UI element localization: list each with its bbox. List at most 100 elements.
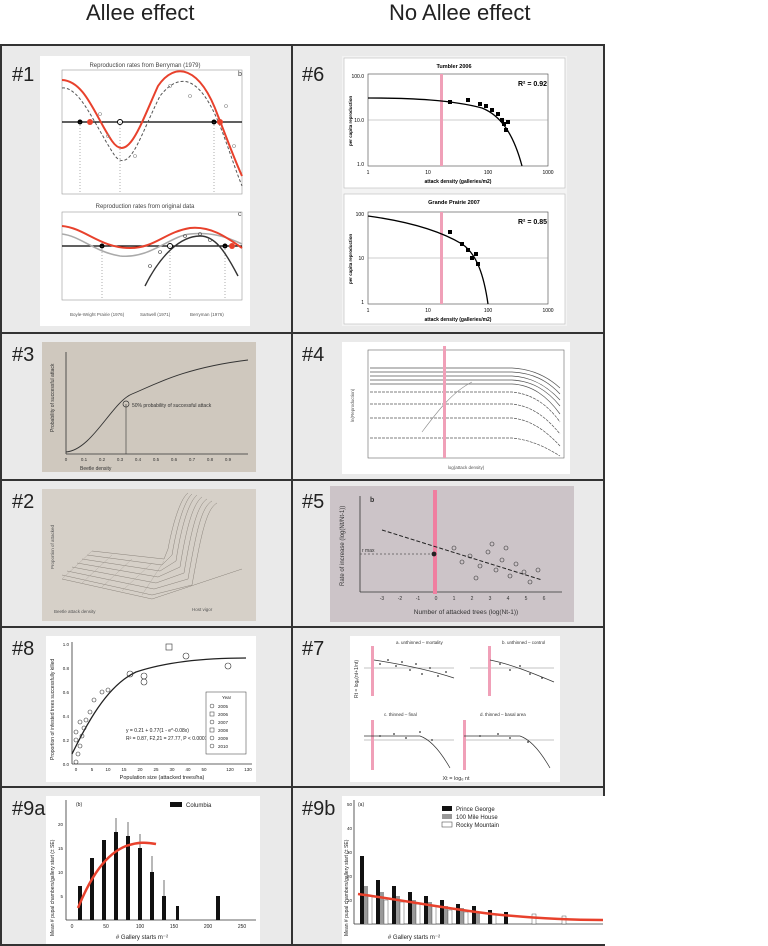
svg-text:200: 200 bbox=[204, 924, 213, 930]
cell-label-1: #1 bbox=[12, 64, 35, 86]
svg-text:15: 15 bbox=[58, 846, 64, 851]
svg-text:10: 10 bbox=[58, 870, 64, 875]
figure-9a: (b) Columbia 20 15 10 5 bbox=[46, 796, 260, 944]
figure-4: ln(Reproduction) log(attack density) bbox=[342, 342, 570, 474]
figure-8: y = 0.21 + 0.77(1 - e^-0.08x) R² = 0.87,… bbox=[46, 636, 256, 782]
svg-text:3: 3 bbox=[489, 596, 492, 602]
svg-text:log(attack density): log(attack density) bbox=[448, 465, 485, 470]
svg-text:c. thinned – final: c. thinned – final bbox=[384, 712, 417, 717]
svg-text:1000: 1000 bbox=[542, 308, 553, 314]
svg-text:attack density (galleries/m2): attack density (galleries/m2) bbox=[425, 317, 492, 323]
svg-text:0.5: 0.5 bbox=[153, 457, 160, 462]
svg-text:10: 10 bbox=[425, 308, 431, 314]
fig1-title-c: Reproduction rates from original data bbox=[96, 204, 195, 210]
svg-text:Beetle attack density: Beetle attack density bbox=[54, 609, 96, 614]
svg-text:-2: -2 bbox=[398, 596, 403, 602]
cell-label-9a: #9a bbox=[12, 798, 46, 820]
svg-text:Mean # pupal chambers/gallery: Mean # pupal chambers/gallery start (± S… bbox=[50, 839, 56, 936]
svg-text:40: 40 bbox=[347, 826, 353, 831]
svg-text:R² = 0.85: R² = 0.85 bbox=[518, 219, 547, 226]
svg-text:1: 1 bbox=[453, 596, 456, 602]
svg-text:per capita reproduction: per capita reproduction bbox=[348, 95, 353, 146]
cell-label-4: #4 bbox=[302, 344, 325, 366]
svg-text:Sartwell (1971): Sartwell (1971) bbox=[140, 312, 171, 317]
svg-text:2008: 2008 bbox=[218, 728, 229, 733]
svg-text:# Gallery starts m⁻²: # Gallery starts m⁻² bbox=[388, 935, 440, 941]
svg-text:Berryman (1976): Berryman (1976) bbox=[190, 312, 224, 317]
svg-text:attack density (galleries/m2): attack density (galleries/m2) bbox=[425, 179, 492, 185]
svg-text:6: 6 bbox=[543, 596, 546, 602]
svg-text:c: c bbox=[238, 211, 242, 218]
cell-label-2: #2 bbox=[12, 491, 35, 513]
cell-label-8: #8 bbox=[12, 638, 35, 660]
svg-text:2005: 2005 bbox=[218, 704, 229, 709]
svg-text:Tumbler 2006: Tumbler 2006 bbox=[436, 64, 471, 70]
figure-6: Tumbler 2006 R² = 0.92 100.0 10.0 1.0 1 … bbox=[342, 56, 567, 326]
svg-text:0.2: 0.2 bbox=[99, 457, 106, 462]
svg-text:15: 15 bbox=[121, 767, 127, 772]
svg-text:4: 4 bbox=[507, 596, 510, 602]
svg-text:(b): (b) bbox=[76, 802, 82, 808]
svg-text:150: 150 bbox=[170, 924, 179, 930]
svg-text:1: 1 bbox=[367, 170, 370, 176]
svg-text:100: 100 bbox=[136, 924, 145, 930]
svg-text:Year: Year bbox=[222, 695, 232, 700]
figure-1: Reproduction rates from Berryman (1979) … bbox=[40, 56, 250, 326]
svg-text:Boyle-Wright Prairie (1976): Boyle-Wright Prairie (1976) bbox=[70, 312, 125, 317]
svg-text:R² = 0.92: R² = 0.92 bbox=[518, 81, 547, 88]
svg-text:0: 0 bbox=[65, 457, 68, 462]
svg-text:20: 20 bbox=[58, 822, 64, 827]
svg-text:ln(Reproduction): ln(Reproduction) bbox=[350, 388, 355, 422]
svg-text:20: 20 bbox=[347, 874, 353, 879]
header-no-allee: No Allee effect bbox=[389, 0, 531, 25]
svg-text:30: 30 bbox=[169, 767, 175, 772]
svg-text:0.4: 0.4 bbox=[135, 457, 142, 462]
svg-text:# Gallery starts m⁻²: # Gallery starts m⁻² bbox=[116, 935, 168, 941]
svg-text:20: 20 bbox=[137, 767, 143, 772]
svg-text:10.0: 10.0 bbox=[354, 118, 364, 124]
cell-label-6: #6 bbox=[302, 64, 325, 86]
svg-text:0.8: 0.8 bbox=[207, 457, 214, 462]
figure-2: Proportion of attacked Beetle attack den… bbox=[42, 489, 256, 621]
svg-text:Number of attacked trees (log(: Number of attacked trees (log(Nt-1)) bbox=[414, 609, 518, 616]
svg-text:2009: 2009 bbox=[218, 736, 229, 741]
svg-text:50: 50 bbox=[347, 802, 353, 807]
svg-text:5: 5 bbox=[60, 894, 63, 899]
svg-text:1: 1 bbox=[367, 308, 370, 314]
svg-text:Proportion of attacked: Proportion of attacked bbox=[50, 524, 55, 569]
figure-3: 50% probability of successful attack Pro… bbox=[42, 342, 256, 472]
figure-grid: #1 #6 #3 #4 #2 #5 #8 #7 #9a #9b Reproduc… bbox=[0, 44, 605, 946]
svg-text:Proportion of infested trees s: Proportion of infested trees successfull… bbox=[50, 659, 56, 760]
svg-text:30: 30 bbox=[347, 850, 353, 855]
svg-text:a. unthinned – mortality: a. unthinned – mortality bbox=[396, 640, 444, 645]
svg-text:1: 1 bbox=[361, 300, 364, 306]
cell-label-9b: #9b bbox=[302, 798, 336, 820]
svg-text:100: 100 bbox=[484, 308, 493, 314]
svg-text:100: 100 bbox=[356, 212, 365, 218]
svg-text:2007: 2007 bbox=[218, 720, 229, 725]
svg-text:d. thinned – basal area: d. thinned – basal area bbox=[480, 712, 526, 717]
svg-text:10: 10 bbox=[358, 256, 364, 262]
svg-text:50% probability of successful: 50% probability of successful attack bbox=[132, 403, 212, 409]
svg-text:25: 25 bbox=[153, 767, 159, 772]
svg-text:130: 130 bbox=[244, 767, 252, 772]
fig1-title-b: Reproduction rates from Berryman (1979) bbox=[89, 63, 200, 69]
svg-text:0.0: 0.0 bbox=[63, 762, 70, 767]
svg-text:100.0: 100.0 bbox=[351, 74, 364, 80]
svg-text:0.2: 0.2 bbox=[63, 738, 70, 743]
svg-text:0.7: 0.7 bbox=[189, 457, 196, 462]
svg-text:Probability of successful atta: Probability of successful attack bbox=[50, 363, 56, 432]
svg-text:50: 50 bbox=[201, 767, 207, 772]
figure-9b: (a) 50 40 30 20 10 Prince George 100 Mil… bbox=[342, 796, 605, 944]
svg-text:Prince George: Prince George bbox=[456, 807, 495, 813]
svg-text:Xt = logₑ nt: Xt = logₑ nt bbox=[443, 776, 470, 782]
svg-text:40: 40 bbox=[185, 767, 191, 772]
svg-text:0.6: 0.6 bbox=[171, 457, 178, 462]
svg-text:100: 100 bbox=[484, 170, 493, 176]
svg-text:0: 0 bbox=[71, 924, 74, 930]
svg-text:0: 0 bbox=[75, 767, 78, 772]
svg-text:per capita reproduction: per capita reproduction bbox=[348, 233, 353, 284]
svg-text:Rate of increase (log(Nt/Nt-1): Rate of increase (log(Nt/Nt-1)) bbox=[340, 506, 346, 586]
svg-text:Host vigor: Host vigor bbox=[192, 607, 213, 612]
cell-label-7: #7 bbox=[302, 638, 325, 660]
